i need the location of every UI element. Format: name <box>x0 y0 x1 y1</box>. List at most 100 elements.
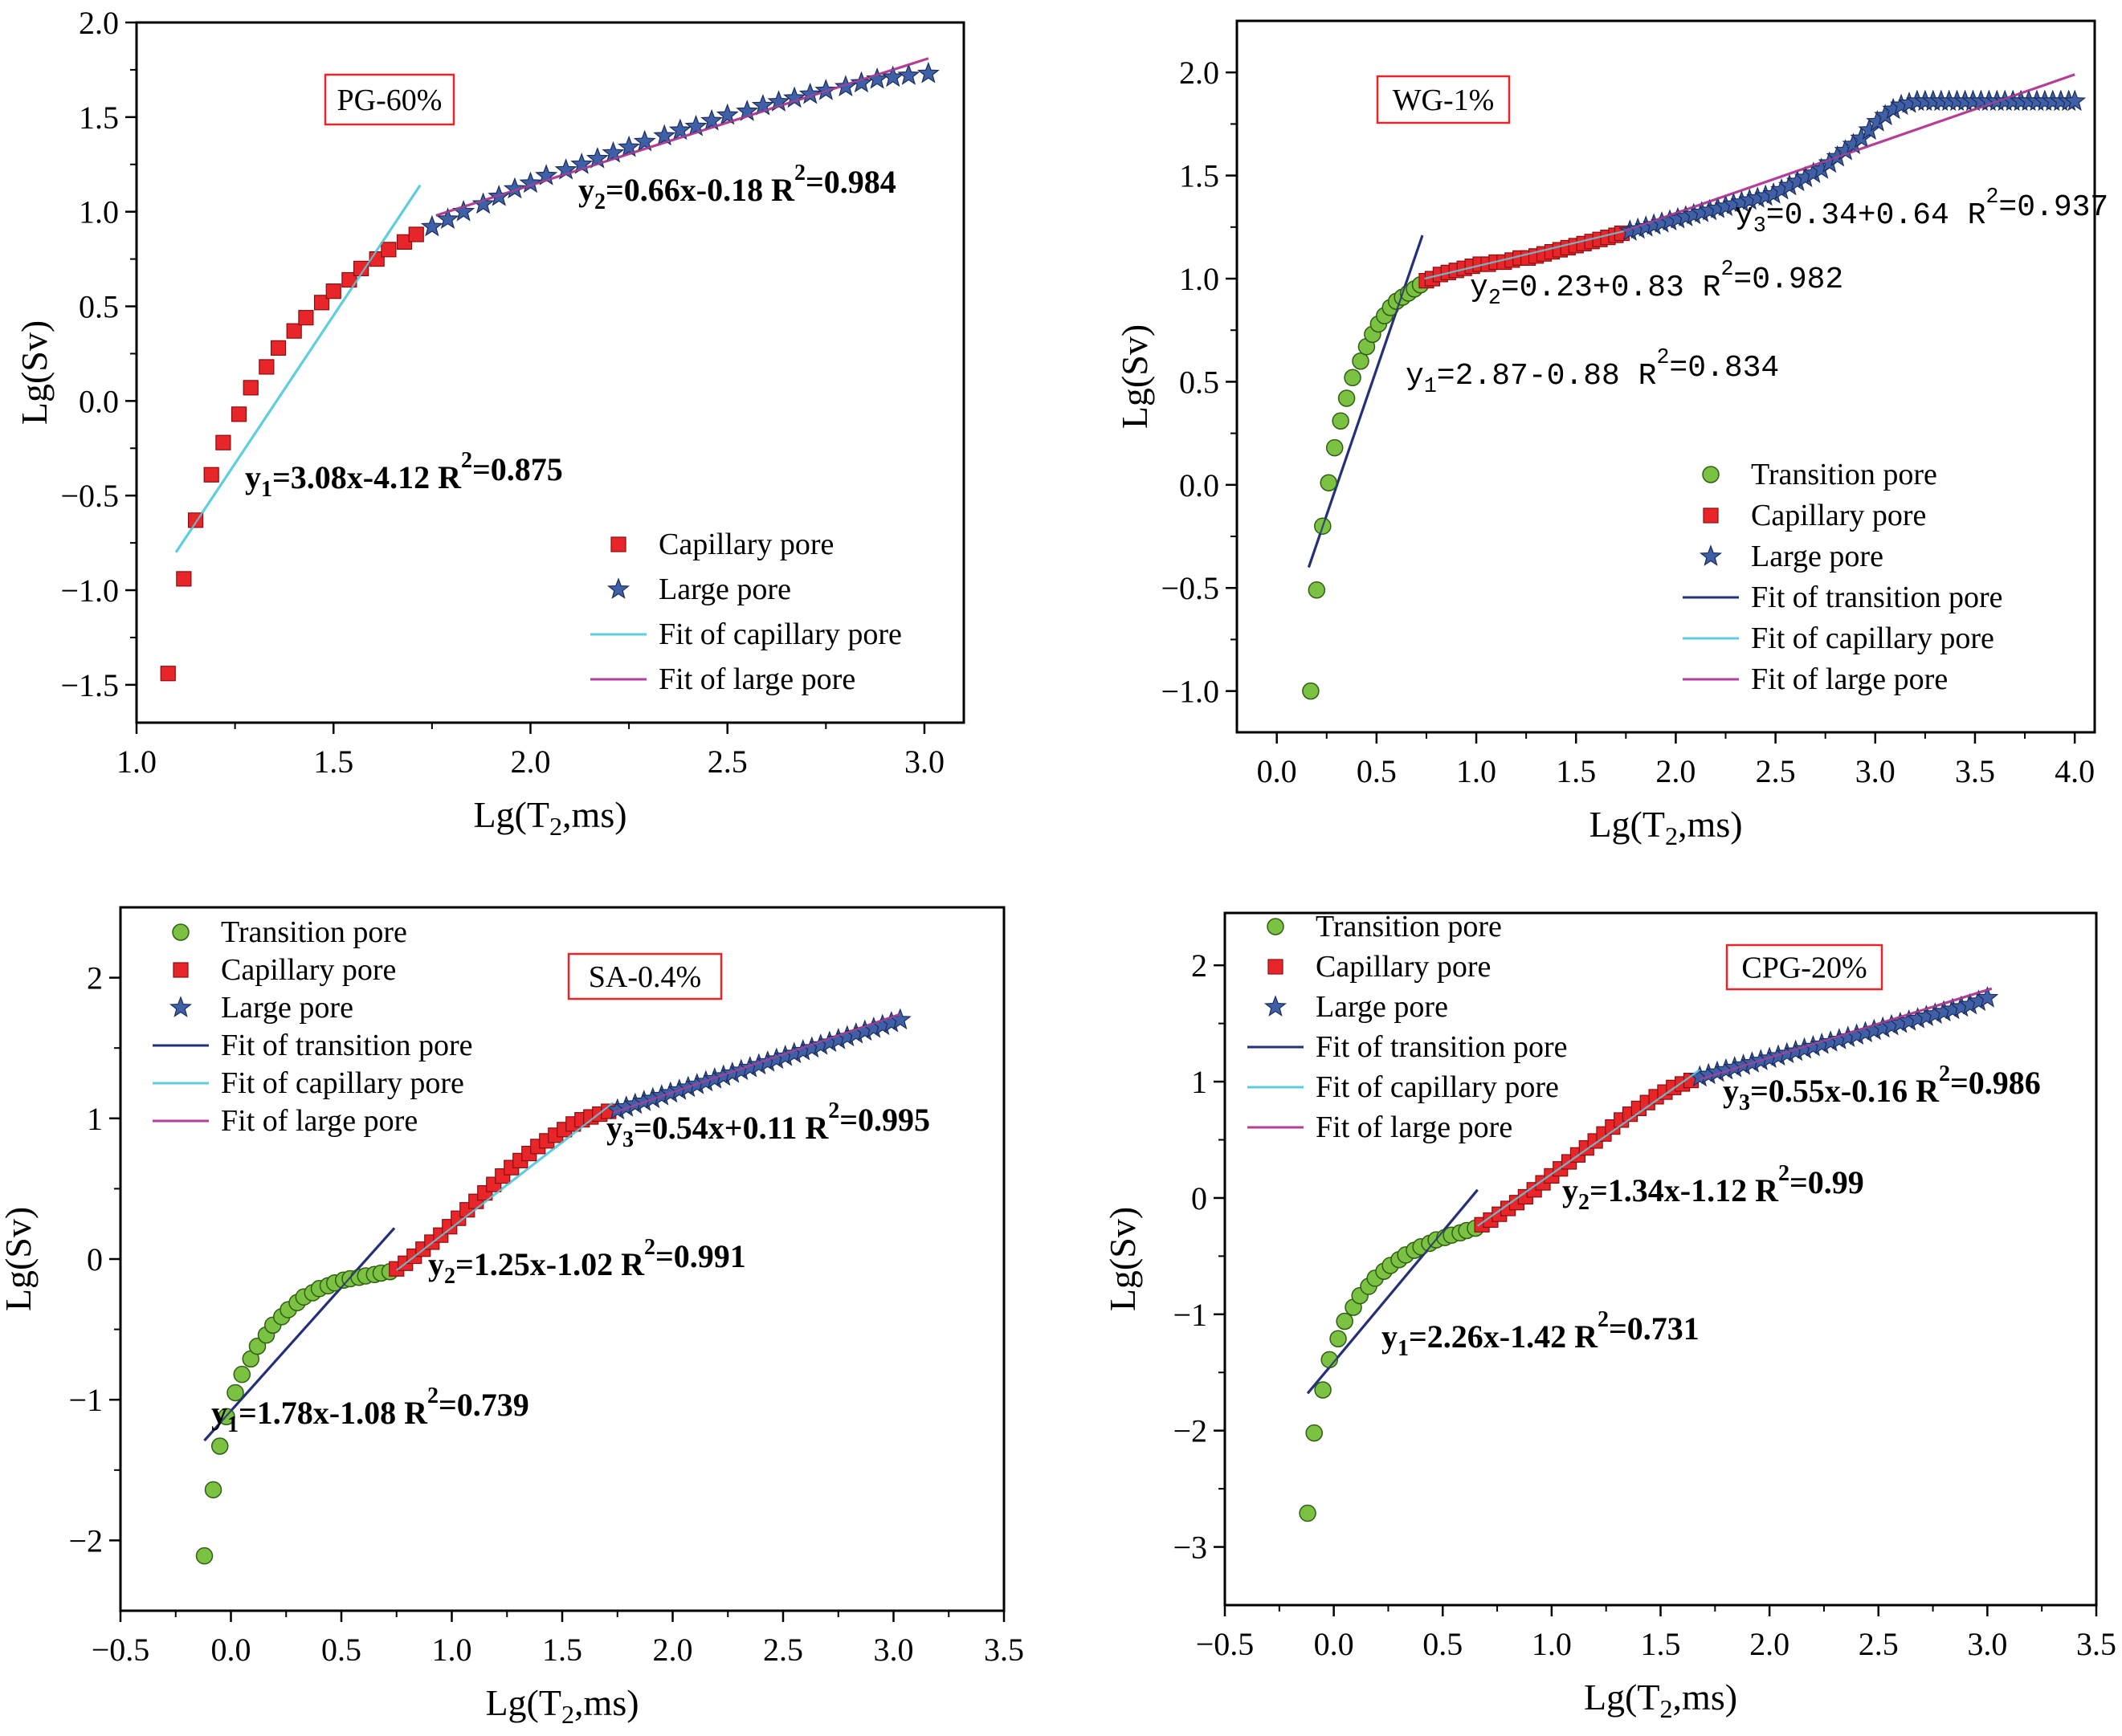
y-tick-label: −0.5 <box>60 478 119 514</box>
legend-label: Fit of transition pore <box>221 1029 472 1062</box>
legend-label: Transition pore <box>221 915 407 949</box>
legend-label: Large pore <box>1316 990 1448 1024</box>
legend-label: Large pore <box>221 991 353 1025</box>
legend-label: Fit of large pore <box>659 662 855 696</box>
sample-label: WG-1% <box>1393 84 1495 117</box>
data-point <box>618 135 641 157</box>
x-tick-label: 3.0 <box>904 744 945 780</box>
legend: Transition pore Capillary pore Large pore F… <box>1683 458 2002 696</box>
data-point <box>1320 474 1338 492</box>
legend-marker-swatch <box>1267 918 1284 935</box>
legend: Capillary pore Large pore Fit of capillary… <box>590 528 902 696</box>
data-point <box>1325 438 1344 457</box>
legend: Transition pore Capillary pore Large pore F… <box>153 915 472 1138</box>
data-point <box>420 214 443 237</box>
data-point <box>215 434 231 450</box>
data-point <box>259 359 275 375</box>
data-point <box>783 86 806 108</box>
y-tick-label: 0.0 <box>79 383 119 419</box>
y-tick-label: 1.0 <box>79 194 119 230</box>
data-point <box>1308 581 1326 599</box>
y-tick-label: 2 <box>87 960 103 996</box>
legend-label: Capillary pore <box>659 528 834 561</box>
x-tick-label: 0.0 <box>211 1632 251 1668</box>
fit-line-overlay <box>203 1227 395 1441</box>
y-tick-label: 1 <box>1191 1064 1207 1100</box>
series-circle <box>1302 275 1430 700</box>
series-square <box>160 226 424 682</box>
x-tick-label: 3.0 <box>1967 1626 2007 1662</box>
y-tick-label: 1.0 <box>1179 261 1219 297</box>
x-tick-label: 3.0 <box>874 1632 914 1668</box>
fit-equation: y1=2.26x-1.42 R2=0.731 <box>1381 1307 1700 1361</box>
fit-line-overlay <box>1699 988 1993 1081</box>
legend-label: Large pore <box>659 573 791 606</box>
data-point <box>684 114 708 137</box>
y-tick-label: 1.5 <box>79 100 119 136</box>
fit-equation: y1=1.78x-1.08 R2=0.739 <box>211 1384 529 1437</box>
data-point <box>436 207 459 229</box>
data-point <box>233 1365 251 1384</box>
data-point <box>203 467 219 483</box>
x-tick-label: 1.5 <box>1556 753 1596 789</box>
data-point <box>1299 1504 1316 1522</box>
y-tick-label: 1.5 <box>1179 158 1219 194</box>
x-tick-label: 2.0 <box>510 744 550 780</box>
y-tick-label: −2 <box>68 1522 103 1559</box>
y-axis-label: Lg(Sv) <box>1102 1207 1143 1311</box>
data-point <box>519 171 542 194</box>
x-tick-label: 3.5 <box>1955 753 1995 789</box>
y-tick-label: 0.0 <box>1179 467 1219 503</box>
legend-label: Fit of transition pore <box>1316 1030 1567 1064</box>
data-point <box>204 1481 222 1499</box>
sample-label: CPG-20% <box>1741 952 1867 985</box>
data-point <box>160 666 176 682</box>
legend-label: Transition pore <box>1751 458 1937 491</box>
data-point <box>381 242 397 258</box>
data-point <box>633 129 656 152</box>
y-tick-label: 0 <box>1191 1180 1207 1216</box>
data-point <box>668 118 692 141</box>
data-point <box>850 71 873 93</box>
data-point <box>176 571 192 587</box>
x-tick-label: 1.5 <box>313 744 353 780</box>
data-point <box>1337 389 1356 407</box>
data-point <box>226 1384 244 1402</box>
legend: Transition pore Capillary pore Large pore F… <box>1247 910 1567 1144</box>
fit-line-overlay <box>1477 1069 1700 1227</box>
fit-equation: y2=1.25x-1.02 R2=0.991 <box>428 1235 746 1289</box>
fit-line-overlay <box>396 1102 614 1271</box>
series-square <box>1418 225 1630 289</box>
fit-line-overlay <box>435 57 929 217</box>
data-point <box>1314 1381 1332 1399</box>
fit-equation: y1=2.87-0.88 R2=0.834 <box>1406 345 1779 398</box>
y-axis-label: Lg(Sv) <box>14 320 55 425</box>
data-point <box>313 295 330 311</box>
chart-panel-4: −0.5 0.0 0.5 1.0 1.5 2.0 2.5 3.0 3.5 −3 −2 −1 0 1 2 Lg(… <box>1102 910 2116 1723</box>
x-tick-label: 1.0 <box>1532 1626 1572 1662</box>
data-point <box>1976 986 1999 1008</box>
x-tick-label: 3.5 <box>2076 1626 2116 1662</box>
x-tick-label: 2.5 <box>1756 753 1796 789</box>
data-point <box>814 79 838 100</box>
data-point <box>286 323 302 339</box>
legend-label: Fit of capillary pore <box>659 617 902 651</box>
legend-marker-swatch <box>169 996 193 1017</box>
y-tick-label: 2.0 <box>79 5 119 41</box>
x-axis-label: Lg(T2,ms) <box>1584 1677 1737 1723</box>
legend-label: Fit of large pore <box>1316 1110 1512 1144</box>
x-tick-label: 1.5 <box>542 1632 582 1668</box>
x-tick-label: −0.5 <box>92 1632 150 1668</box>
x-tick-label: 1.0 <box>1456 753 1496 789</box>
x-tick-label: 0.0 <box>1314 1626 1354 1662</box>
y-tick-label: 0 <box>87 1241 103 1278</box>
data-point <box>798 82 822 104</box>
fit-equation: y3=0.55x-0.16 R2=0.986 <box>1723 1062 2041 1115</box>
legend-label: Capillary pore <box>221 953 396 987</box>
x-tick-label: 2.0 <box>1749 1626 1789 1662</box>
data-point <box>231 406 247 422</box>
series-star <box>1688 986 1999 1087</box>
legend-label: Capillary pore <box>1316 950 1491 984</box>
